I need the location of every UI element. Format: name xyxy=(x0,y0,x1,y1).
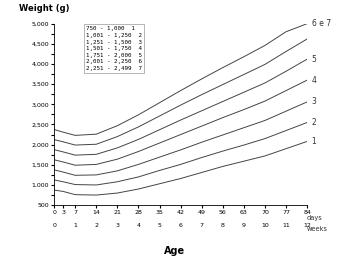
Text: 3: 3 xyxy=(312,97,317,107)
Text: 1: 1 xyxy=(312,137,317,146)
Text: Age: Age xyxy=(164,246,185,256)
Text: 750 - 1,000  1
1,001 - 1,250  2
1,251 - 1,500  3
1,501 - 1,750  4
1,751 - 2,000 : 750 - 1,000 1 1,001 - 1,250 2 1,251 - 1,… xyxy=(86,26,142,71)
Text: Weight (g): Weight (g) xyxy=(18,4,69,13)
Text: 4: 4 xyxy=(312,76,317,85)
Text: 2: 2 xyxy=(312,118,317,127)
Text: days: days xyxy=(307,215,323,221)
Text: 5: 5 xyxy=(312,55,317,64)
Text: 6 e 7: 6 e 7 xyxy=(312,19,331,28)
Text: weeks: weeks xyxy=(307,226,328,232)
